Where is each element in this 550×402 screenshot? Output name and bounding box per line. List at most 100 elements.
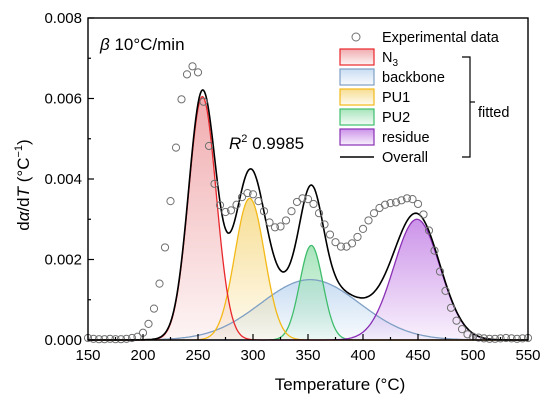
experimental-point	[105, 334, 115, 343]
legend-label-subscript: 3	[392, 58, 398, 69]
y-title-exp: −1	[13, 145, 25, 158]
x-tick-label: 250	[185, 347, 210, 364]
legend-label-residue: residue	[382, 130, 430, 146]
legend-label-text: residue	[382, 130, 430, 146]
legend-swatch-backbone	[339, 68, 375, 86]
experimental-point	[160, 243, 170, 252]
legend-label-text: N	[382, 50, 392, 66]
experimental-point	[457, 325, 467, 334]
legend-label-overall: Overall	[382, 150, 428, 166]
experimental-point	[386, 199, 395, 208]
legend-label-text: PU2	[382, 110, 410, 126]
x-tick-label: 150	[75, 347, 100, 364]
experimental-point	[237, 193, 247, 202]
experimental-point	[281, 216, 291, 225]
experimental-point	[479, 334, 489, 343]
experimental-point	[402, 194, 412, 203]
experimental-point	[182, 70, 192, 79]
experimental-point	[507, 334, 516, 343]
experimental-point	[221, 207, 230, 217]
experimental-points	[83, 62, 533, 344]
legend-swatch-pu2	[339, 108, 375, 126]
experimental-point	[149, 304, 159, 313]
experimental-point	[496, 334, 505, 343]
y-tick-label: 0.008	[44, 10, 82, 27]
experimental-point	[380, 200, 390, 209]
experimental-point	[100, 335, 109, 344]
x-tick-label: 550	[515, 347, 540, 364]
heating-rate-label: β 10°C/min	[99, 35, 185, 54]
experimental-point	[463, 330, 472, 339]
experimental-point	[518, 334, 527, 343]
experimental-point	[111, 335, 120, 344]
r-superscript: 2	[241, 133, 247, 145]
legend-label-pu1: PU1	[382, 90, 410, 106]
experimental-point	[364, 216, 373, 225]
experimental-point	[89, 334, 98, 343]
beta-symbol: β	[99, 35, 110, 54]
experimental-point	[303, 195, 313, 204]
experimental-point	[166, 197, 175, 206]
experimental-point	[254, 197, 263, 206]
legend-label-text: Overall	[382, 150, 428, 166]
experimental-point	[391, 198, 401, 207]
x-tick-label: 350	[295, 347, 320, 364]
legend-label-experimental: Experimental data	[382, 30, 500, 46]
experimental-point	[452, 316, 461, 325]
experimental-point	[177, 95, 186, 104]
x-tick-label: 450	[405, 347, 430, 364]
x-tick-label: 400	[350, 347, 375, 364]
experimental-point	[116, 335, 126, 344]
r-symbol: R	[229, 134, 241, 153]
experimental-point	[298, 194, 307, 203]
y-title-d: d	[14, 221, 33, 230]
experimental-point	[358, 224, 368, 234]
experimental-point	[265, 218, 274, 227]
legend-swatch-residue	[339, 128, 375, 146]
legend-label-backbone: backbone	[382, 70, 445, 86]
experimental-point	[474, 333, 483, 342]
y-title-slash-d: /d	[14, 197, 33, 211]
legend-label-text: backbone	[382, 70, 445, 86]
experimental-point	[490, 334, 500, 343]
legend-swatch-n3	[339, 48, 375, 66]
experimental-point	[314, 209, 324, 218]
y-axis-title: dα/dT (°C−1)	[13, 139, 33, 230]
component-fills	[88, 96, 528, 340]
experimental-point	[193, 68, 203, 77]
y-title-unit: (°C	[14, 158, 33, 187]
experimental-point	[369, 209, 379, 218]
experimental-point	[446, 303, 456, 312]
x-axis-title: Temperature (°C)	[275, 375, 406, 394]
experimental-point	[347, 239, 357, 248]
experimental-point	[309, 199, 318, 209]
x-tick-label: 500	[460, 347, 485, 364]
experimental-point	[375, 203, 384, 213]
experimental-point	[243, 188, 252, 198]
experimental-point	[342, 242, 351, 251]
experimental-point	[204, 141, 214, 151]
fill-pu2	[88, 245, 528, 340]
legend-label-pu2: PU2	[382, 110, 410, 126]
experimental-point	[501, 333, 511, 343]
experimental-point	[408, 195, 417, 204]
y-title-close: )	[14, 139, 33, 145]
r-squared-value: 0.9985	[247, 134, 304, 153]
y-tick-label: 0.004	[44, 171, 82, 188]
experimental-point	[210, 179, 219, 188]
experimental-point	[232, 200, 241, 209]
experimental-point	[276, 222, 285, 231]
experimental-point	[127, 333, 137, 343]
experimental-point	[248, 190, 258, 199]
fill-n3	[88, 96, 528, 340]
fitted-bracket	[462, 56, 471, 158]
experimental-point	[171, 143, 181, 152]
experimental-point	[435, 267, 445, 276]
heating-rate-text: 10°C/min	[110, 35, 185, 54]
experimental-point	[430, 246, 439, 255]
experimental-point	[155, 279, 164, 288]
experimental-point	[397, 196, 406, 205]
experimental-point	[226, 206, 236, 215]
